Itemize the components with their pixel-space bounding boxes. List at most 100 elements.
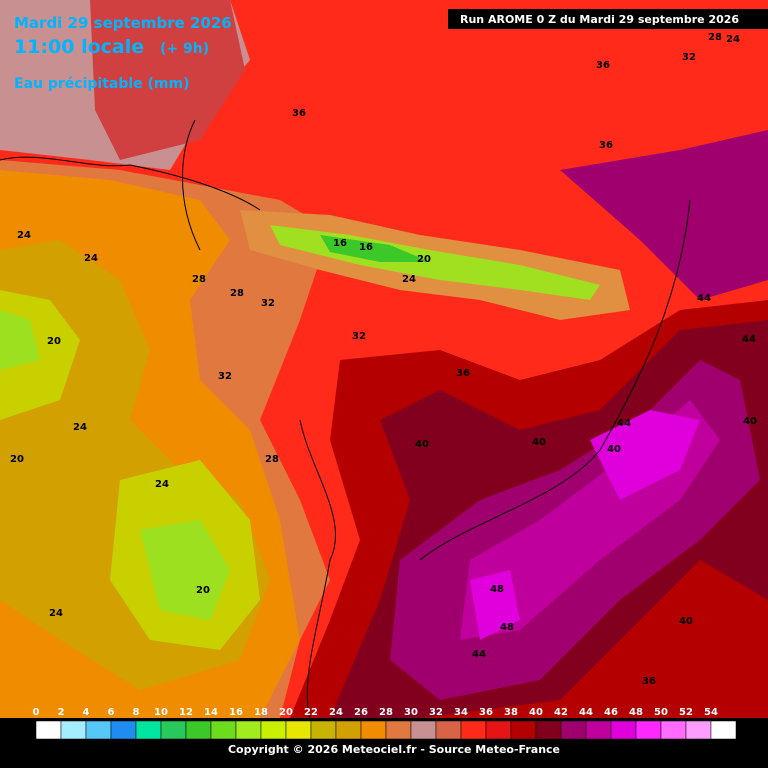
legend-swatch xyxy=(610,720,637,740)
contour-label: 24 xyxy=(155,479,169,490)
contour-label: 40 xyxy=(743,416,757,427)
legend-label: 40 xyxy=(529,707,543,718)
date: Mardi 29 septembre 2026 xyxy=(14,14,232,32)
legend-label: 30 xyxy=(404,707,418,718)
legend-swatch xyxy=(460,720,487,740)
contour-label: 24 xyxy=(73,422,87,433)
legend-label: 8 xyxy=(133,707,140,718)
legend-label: 36 xyxy=(479,707,493,718)
contour-label: 28 xyxy=(192,274,206,285)
contour-label: 28 xyxy=(265,454,279,465)
contour-label: 32 xyxy=(261,298,275,309)
contour-label: 36 xyxy=(456,368,470,379)
field-alps-14 xyxy=(320,235,430,262)
legend-swatch xyxy=(485,720,512,740)
parameter: Eau précipitable (mm) xyxy=(14,76,190,92)
legend-label: 38 xyxy=(504,707,518,718)
copyright: Copyright © 2026 Meteociel.fr - Source M… xyxy=(228,743,560,756)
contour-label: 24 xyxy=(726,34,740,45)
legend-swatch xyxy=(560,720,587,740)
border-lines xyxy=(0,119,691,719)
legend-swatch xyxy=(660,720,687,740)
contour-label: 48 xyxy=(490,584,504,595)
contour-label: 44 xyxy=(617,418,631,429)
legend-label: 54 xyxy=(704,707,718,718)
legend-swatch xyxy=(35,720,62,740)
contour-label: 16 xyxy=(333,238,347,249)
contour-label: 32 xyxy=(352,331,366,342)
legend-swatch xyxy=(410,720,437,740)
contour-label: 24 xyxy=(402,274,416,285)
contour-label: 32 xyxy=(218,371,232,382)
legend-label: 26 xyxy=(354,707,368,718)
run-info: Run AROME 0 Z du Mardi 29 septembre 2026 xyxy=(460,13,739,26)
legend-label: 6 xyxy=(108,707,115,718)
legend-label: 34 xyxy=(454,707,468,718)
contour-label: 40 xyxy=(415,439,429,450)
legend-label: 50 xyxy=(654,707,668,718)
contour-label: 28 xyxy=(230,288,244,299)
legend-label: 14 xyxy=(204,707,218,718)
legend-swatch xyxy=(110,720,137,740)
legend-swatch xyxy=(510,720,537,740)
legend-swatch xyxy=(210,720,237,740)
legend-label: 46 xyxy=(604,707,618,718)
field-32 xyxy=(90,0,245,160)
legend-swatch xyxy=(160,720,187,740)
contour-label: 32 xyxy=(682,52,696,63)
legend-swatch xyxy=(685,720,712,740)
legend-swatch xyxy=(360,720,387,740)
legend-label: 16 xyxy=(229,707,243,718)
contour-label: 48 xyxy=(500,622,514,633)
legend-swatch xyxy=(335,720,362,740)
legend-label: 42 xyxy=(554,707,568,718)
contour-label: 20 xyxy=(47,336,61,347)
contour-label: 20 xyxy=(417,254,431,265)
legend-label: 44 xyxy=(579,707,593,718)
contour-label: 36 xyxy=(596,60,610,71)
field-se-38 xyxy=(600,640,768,718)
legend-label: 20 xyxy=(279,707,293,718)
legend-swatch xyxy=(185,720,212,740)
legend-label: 24 xyxy=(329,707,343,718)
legend-swatch xyxy=(310,720,337,740)
legend-swatch xyxy=(285,720,312,740)
contour-label: 24 xyxy=(17,230,31,241)
field-46 xyxy=(470,410,700,640)
contour-label: 44 xyxy=(697,293,711,304)
contour-label: 20 xyxy=(10,454,24,465)
legend-label: 52 xyxy=(679,707,693,718)
legend-label: 18 xyxy=(254,707,268,718)
contour-label: 36 xyxy=(642,676,656,687)
contour-label: 44 xyxy=(742,334,756,345)
legend-swatch xyxy=(235,720,262,740)
offset: (+ 9h) xyxy=(160,41,209,57)
time: 11:00 locale xyxy=(14,36,144,58)
legend-swatch xyxy=(85,720,112,740)
contour-label: 44 xyxy=(472,649,486,660)
contour-label: 40 xyxy=(679,616,693,627)
legend-label: 10 xyxy=(154,707,168,718)
field-ne-42 xyxy=(560,130,768,300)
legend-swatch xyxy=(435,720,462,740)
contour-label: 28 xyxy=(708,32,722,43)
contour-label: 20 xyxy=(196,585,210,596)
legend-label: 4 xyxy=(83,707,90,718)
contour-label: 16 xyxy=(359,242,373,253)
contour-label: 36 xyxy=(292,108,306,119)
legend-label: 2 xyxy=(58,707,65,718)
legend-swatch xyxy=(60,720,87,740)
legend-swatch xyxy=(635,720,662,740)
legend-swatch xyxy=(710,720,737,740)
legend-swatch xyxy=(535,720,562,740)
contour-label: 24 xyxy=(84,253,98,264)
legend-swatch xyxy=(585,720,612,740)
legend-label: 0 xyxy=(33,707,40,718)
legend-label: 12 xyxy=(179,707,193,718)
contour-label: 40 xyxy=(607,444,621,455)
contour-label: 40 xyxy=(532,437,546,448)
legend-label: 28 xyxy=(379,707,393,718)
legend-label: 32 xyxy=(429,707,443,718)
legend-swatch xyxy=(260,720,287,740)
